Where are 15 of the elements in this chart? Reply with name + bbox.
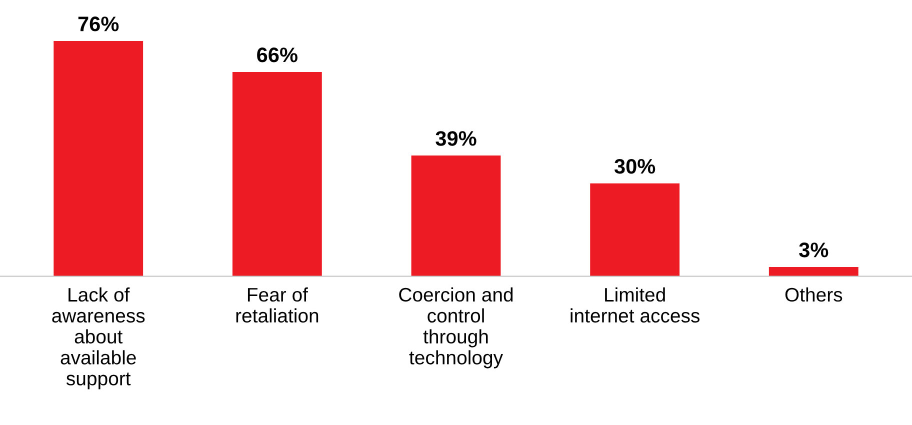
data-label: 3% — [799, 242, 828, 258]
bar — [54, 40, 144, 276]
bar — [232, 72, 322, 276]
x-tick-label: Lack of awareness about available support — [52, 287, 145, 390]
x-tick-label: Others — [785, 287, 842, 302]
data-label: 66% — [257, 48, 298, 62]
x-tick-label: Limited internet access — [570, 287, 700, 323]
data-label: 76% — [78, 16, 119, 32]
x-tick-label: Coercion and control through technology — [399, 287, 513, 368]
x-tick-label: Fear of retaliation — [236, 287, 318, 323]
data-label: 39% — [436, 131, 476, 146]
data-label: 30% — [614, 158, 656, 174]
bar — [768, 266, 858, 276]
bar — [590, 183, 680, 276]
bar — [411, 156, 501, 276]
